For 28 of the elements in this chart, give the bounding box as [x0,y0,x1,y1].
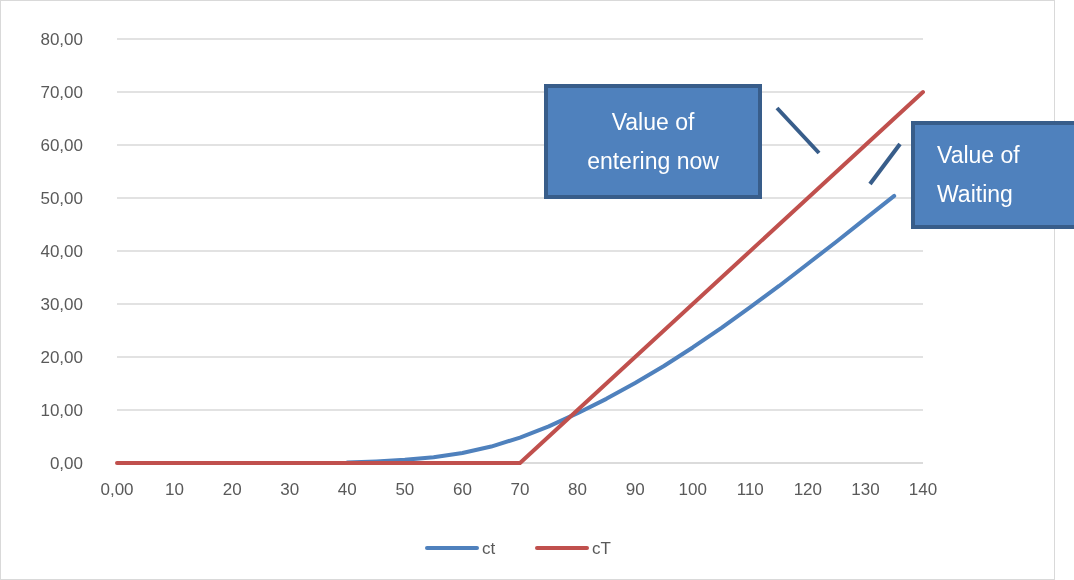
x-tick-label: 30 [280,480,300,499]
text: Value of Waiting [937,142,1021,208]
y-tick-label: 50,00 [40,188,83,208]
x-tick-label: 90 [625,480,645,499]
y-tick-label: 60,00 [40,135,83,155]
y-tick-label: 20,00 [40,347,83,367]
x-tick-label: 20 [222,480,242,499]
x-tick-label: 60 [452,480,472,499]
x-tick-label: 40 [337,480,357,499]
x-tick-label: 130 [851,480,880,499]
legend-label: cT [592,538,611,558]
y-tick-label: 80,00 [40,29,83,49]
legend-label: ct [482,538,496,558]
x-tick-label: 120 [793,480,823,499]
y-tick-label: 30,00 [40,294,83,314]
x-tick-label: 80 [568,480,588,499]
x-tick-label: 100 [678,480,707,499]
x-tick-label: 70 [510,480,530,499]
y-tick-label: 0,00 [49,453,83,473]
x-tick-label: 50 [395,480,415,499]
y-tick-label: 70,00 [40,82,83,102]
x-tick-label: 10 [165,480,185,499]
x-tick-label: 110 [736,480,764,499]
annotation: Value of entering now [587,108,720,174]
x-tick-label: 140 [908,480,938,499]
y-tick-label: 10,00 [40,400,83,420]
y-tick-label: 40,00 [40,241,83,261]
x-tick-label: 0,00 [100,480,134,499]
